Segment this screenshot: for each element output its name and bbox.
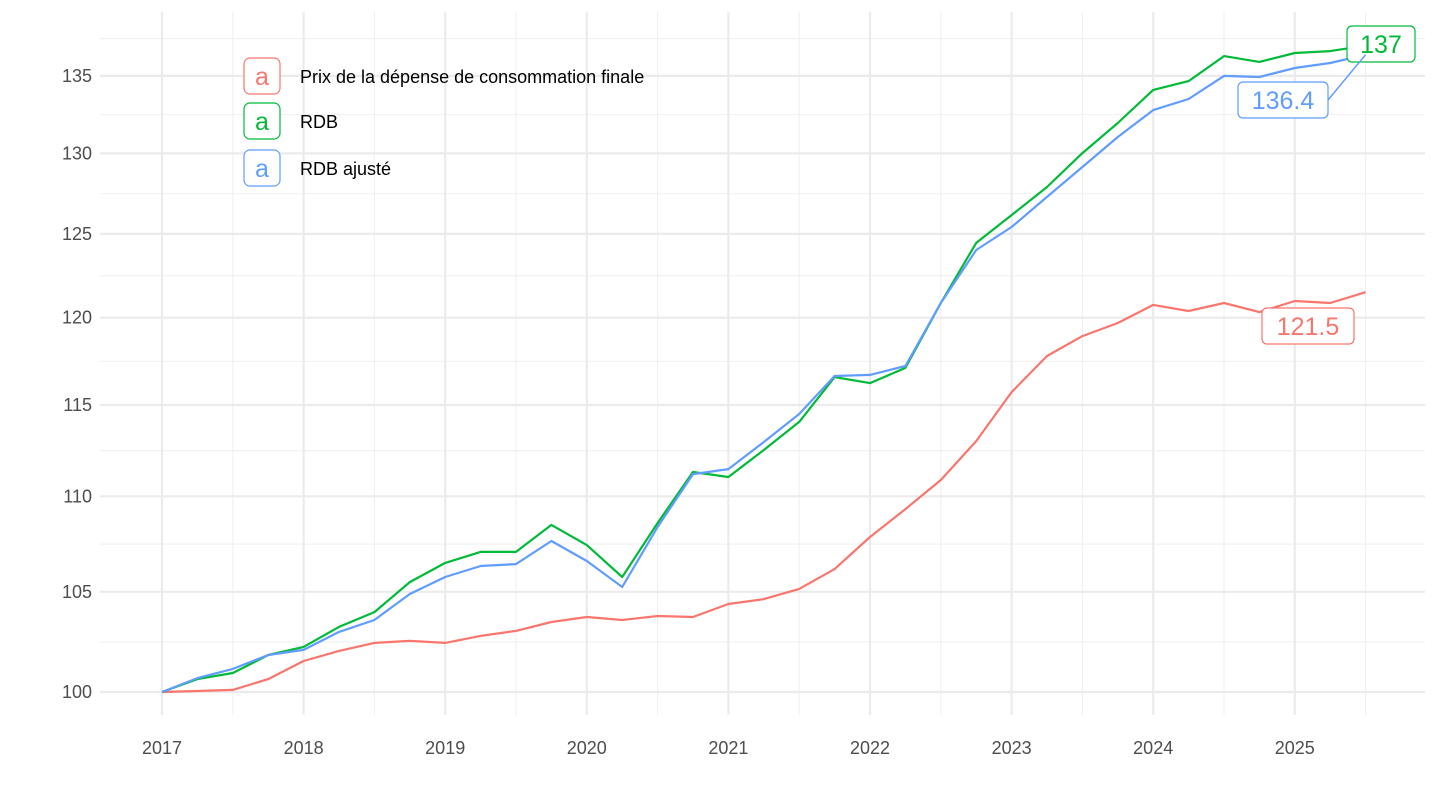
y-tick-label: 125: [62, 224, 92, 244]
series-line-2: [161, 53, 1366, 694]
series-line-1: [161, 44, 1366, 694]
y-tick-label: 120: [62, 308, 92, 328]
x-tick-label: 2020: [567, 738, 607, 758]
y-tick-label: 100: [62, 682, 92, 702]
y-tick-label: 115: [63, 395, 92, 415]
end-label: 121.5: [1277, 313, 1340, 341]
legend: a Prix de la dépense de consommation fina…: [243, 57, 644, 187]
legend-label: RDB ajusté: [300, 159, 391, 179]
x-tick-label: 2019: [425, 738, 465, 758]
x-tick-label: 2018: [284, 738, 324, 758]
x-tick-label: 2024: [1133, 738, 1173, 758]
x-tick-label: 2025: [1275, 738, 1315, 758]
legend-label: RDB: [300, 112, 338, 132]
x-tick-label: 2017: [142, 738, 182, 758]
legend-key: [243, 102, 281, 140]
x-tick-label: 2021: [708, 738, 748, 758]
series-line-0: [161, 291, 1366, 694]
series-lines: [161, 44, 1366, 694]
end-label: 137: [1360, 31, 1402, 59]
x-tick-label: 2022: [850, 738, 890, 758]
y-axis: 100 105 110 115 120 125 130 135: [62, 66, 92, 702]
legend-key-glyph: a: [255, 108, 269, 136]
end-label: 136.4: [1252, 87, 1315, 115]
y-tick-label: 105: [62, 582, 92, 602]
legend-key-glyph: a: [255, 63, 269, 91]
legend-key-glyph: a: [255, 155, 269, 183]
y-tick-label: 130: [62, 143, 92, 163]
grid: [100, 12, 1425, 715]
x-axis: 2017 2018 2019 2020 2021 2022 2023 2024 2025: [142, 738, 1315, 758]
end-label-box: [1346, 25, 1416, 63]
y-tick-label: 110: [63, 486, 92, 506]
legend-label: Prix de la dépense de consommation final…: [300, 67, 644, 87]
y-tick-label: 135: [62, 66, 92, 86]
end-label-box: [1261, 307, 1355, 345]
end-label-box: [1237, 81, 1329, 119]
x-tick-label: 2023: [992, 738, 1032, 758]
legend-key: [243, 149, 281, 187]
end-labels: 137 136.4 121.5: [1237, 25, 1416, 345]
label-connector: [1327, 54, 1367, 101]
legend-key: [243, 57, 281, 95]
